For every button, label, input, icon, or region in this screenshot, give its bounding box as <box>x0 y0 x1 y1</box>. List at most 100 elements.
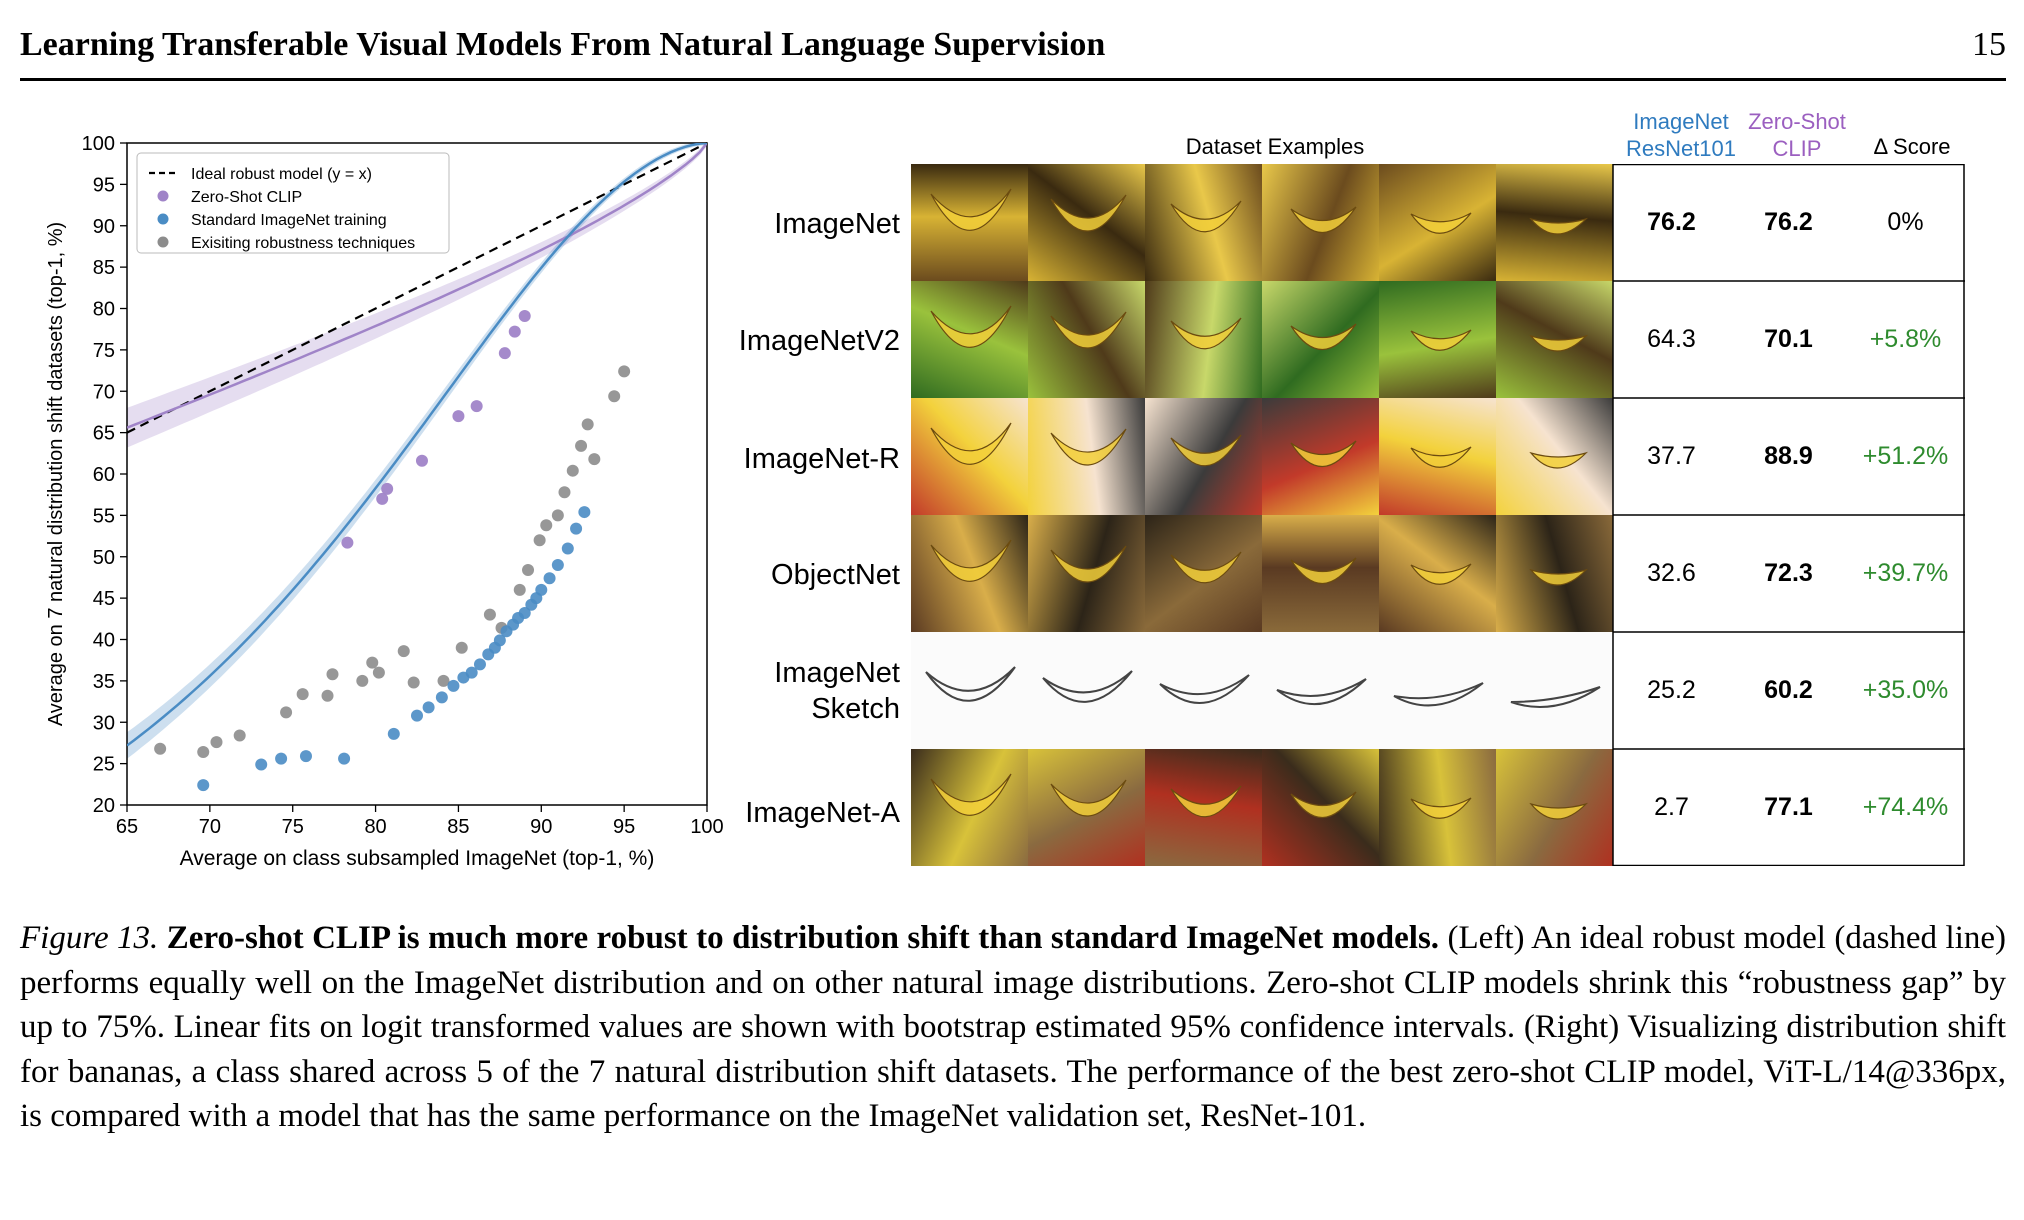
example-image <box>1145 749 1262 866</box>
legend-swatch <box>157 190 169 202</box>
x-tick-label: 95 <box>613 816 635 838</box>
banana-shape <box>1050 194 1127 232</box>
banana-shape <box>1050 311 1127 349</box>
robustness-technique-point <box>326 668 339 681</box>
robustness-technique-point <box>455 641 468 654</box>
banana-shape <box>1410 329 1472 351</box>
robustness-technique-point <box>397 645 410 658</box>
example-image <box>1145 281 1262 398</box>
banana-shape <box>1050 545 1127 583</box>
example-image <box>911 515 1028 632</box>
example-image <box>1145 515 1262 632</box>
banana-shape <box>1290 440 1357 467</box>
banana-shape <box>1529 568 1589 586</box>
y-tick-label: 25 <box>93 754 115 776</box>
col-header-clip-line2: CLIP <box>1772 136 1822 161</box>
robustness-technique-point <box>551 509 564 522</box>
example-image <box>1496 398 1613 515</box>
banana-shape <box>1410 797 1472 819</box>
example-image <box>1028 632 1145 749</box>
dataset-examples-grid: 76.2 76.2 0% 64.3 70.1 +5.8% 37.7 88.9 +51.2% 32.… <box>911 164 1965 866</box>
y-tick-label: 85 <box>93 257 115 279</box>
banana-shape <box>1529 217 1589 235</box>
delta-score: +74.4% <box>1862 793 1949 821</box>
figure-caption: Figure 13. Zero-shot CLIP is much more r… <box>20 916 2006 1139</box>
standard-training-point <box>493 634 506 647</box>
banana-shape <box>1170 317 1242 350</box>
col-header-resnet-line2: ResNet101 <box>1625 136 1737 161</box>
example-image <box>1262 164 1379 281</box>
caption-body: (Left) An ideal robust model (dashed lin… <box>20 920 2006 1134</box>
row-label-imagenet-sketch: ImageNet Sketch <box>700 655 900 727</box>
zero-shot-clip-point <box>498 347 511 360</box>
zero-shot-clip-point <box>518 309 531 322</box>
delta-score: 0% <box>1887 208 1924 236</box>
banana-shape <box>1170 551 1242 584</box>
robustness-technique-point <box>210 736 223 749</box>
robustness-technique-point <box>533 534 546 547</box>
example-image <box>1379 281 1496 398</box>
y-tick-label: 40 <box>93 630 115 652</box>
x-tick-label: 90 <box>530 816 552 838</box>
standard-confidence-band <box>127 143 707 759</box>
row-label-imagenet-r: ImageNet-R <box>743 443 900 475</box>
row-label-sketch-line1: ImageNet <box>774 657 900 689</box>
example-image <box>1496 515 1613 632</box>
example-image <box>1262 749 1379 866</box>
standard-training-point <box>535 583 548 596</box>
example-image <box>1496 632 1613 749</box>
robustness-scatter-chart: 65 70 75 80 85 90 95 100 20 25 30 35 40 45 50 55 60 65 70 7… <box>45 133 724 870</box>
legend-box <box>136 152 450 254</box>
row-label-imagenet-a: ImageNet-A <box>745 797 900 829</box>
clip-score: 70.1 <box>1764 325 1813 353</box>
clip-confidence-band <box>127 143 707 448</box>
legend-swatch <box>157 236 169 248</box>
delta-score: +35.0% <box>1862 676 1949 704</box>
banana-sketch <box>1393 682 1484 707</box>
x-tick-label: 75 <box>282 816 304 838</box>
banana-shape <box>1529 334 1589 352</box>
x-axis-label: Average on class subsampled ImageNet (to… <box>180 847 655 870</box>
resnet-score: 76.2 <box>1647 208 1696 236</box>
standard-training-point <box>465 666 478 679</box>
delta-score: +39.7% <box>1862 559 1949 587</box>
standard-training-point <box>422 701 435 714</box>
banana-sketch <box>1042 670 1133 703</box>
example-image <box>1262 398 1379 515</box>
banana-shape <box>930 539 1012 582</box>
robustness-technique-point <box>588 453 601 466</box>
banana-shape <box>930 422 1012 465</box>
robustness-technique-point <box>581 418 594 431</box>
clip-score: 77.1 <box>1764 793 1813 821</box>
standard-training-point <box>197 779 210 792</box>
y-tick-label: 100 <box>82 133 115 155</box>
banana-sketch <box>1276 678 1367 706</box>
legend-swatch <box>157 213 169 225</box>
example-image <box>911 632 1028 749</box>
robustness-technique-point <box>296 688 309 701</box>
example-image <box>911 164 1028 281</box>
row-label-imagenetv2: ImageNetV2 <box>738 325 900 357</box>
y-tick-label: 80 <box>93 299 115 321</box>
x-tick-label: 65 <box>116 816 138 838</box>
legend-entry: Standard ImageNet training <box>191 212 387 229</box>
y-tick-label: 55 <box>93 505 115 527</box>
banana-shape <box>1290 323 1357 350</box>
banana-sketch <box>925 666 1016 702</box>
banana-shape <box>1050 779 1127 817</box>
y-tick-label: 50 <box>93 547 115 569</box>
clip-score: 60.2 <box>1764 676 1813 704</box>
legend-entry: Exisiting robustness techniques <box>191 235 415 252</box>
standard-training-point <box>387 727 400 740</box>
banana-shape <box>1410 212 1472 234</box>
standard-training-point <box>561 542 574 555</box>
example-image <box>1262 515 1379 632</box>
zero-shot-clip-point <box>381 482 394 495</box>
banana-shape <box>1410 563 1472 585</box>
x-tick-label: 100 <box>690 816 723 838</box>
robustness-technique-point <box>575 439 588 452</box>
banana-sketch <box>1159 674 1250 704</box>
y-tick-label: 90 <box>93 216 115 238</box>
example-image <box>1145 632 1262 749</box>
resnet-score: 25.2 <box>1647 676 1696 704</box>
